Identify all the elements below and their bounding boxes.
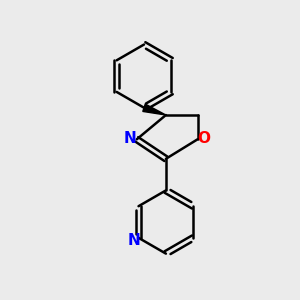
Text: O: O [198,131,211,146]
Polygon shape [143,104,166,115]
Text: N: N [127,233,140,248]
Text: N: N [124,131,136,146]
